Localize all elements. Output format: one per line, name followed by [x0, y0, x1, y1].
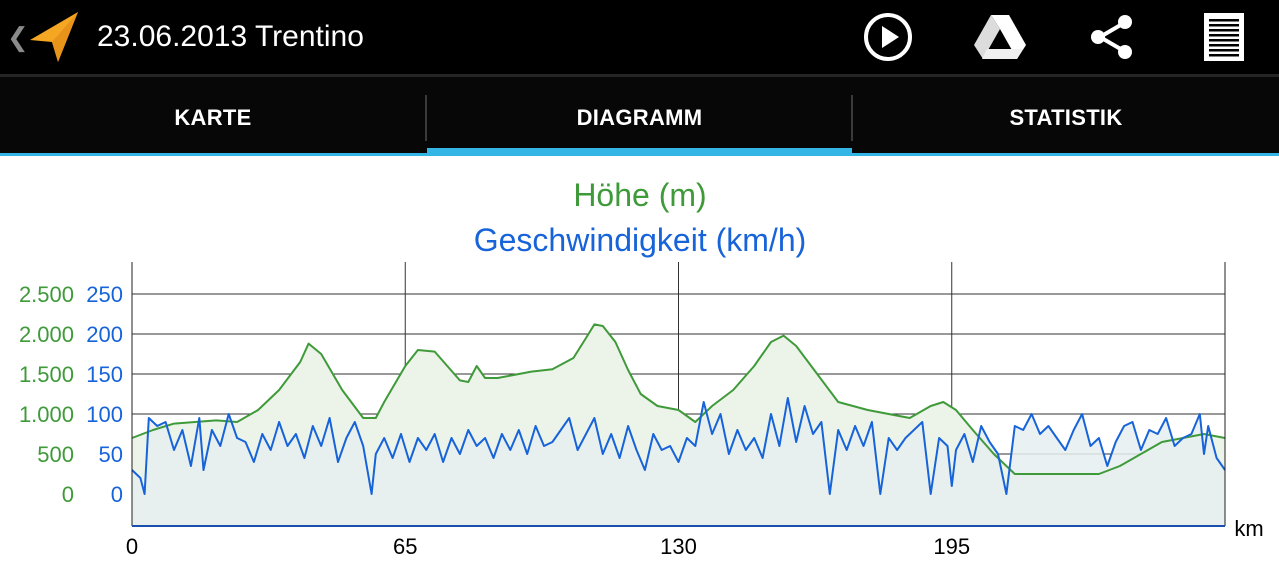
y-left-tick-label: 2.000	[19, 322, 74, 347]
chart-subtitle: Geschwindigkeit (km/h)	[474, 222, 807, 258]
tab-statistik[interactable]: STATISTIK	[1009, 105, 1123, 130]
x-axis-unit-label: km	[1234, 516, 1263, 541]
series-line-speed	[131, 397, 1226, 495]
google-drive-icon	[974, 15, 1026, 59]
x-tick-label: 0	[126, 534, 138, 559]
elevation-speed-chart[interactable]: Höhe (m) Geschwindigkeit (km/h) 05001.00…	[0, 156, 1279, 562]
tab-bar: KARTE DIAGRAMM STATISTIK	[0, 74, 1279, 156]
series-line-elevation	[131, 323, 1226, 475]
x-tick-label: 65	[393, 534, 417, 559]
tab-divider	[851, 95, 853, 141]
y-right-tick-label: 100	[86, 402, 123, 427]
share-icon	[1091, 15, 1132, 59]
x-tick-label: 195	[933, 534, 970, 559]
navigation-arrow-icon[interactable]	[28, 10, 80, 64]
share-button[interactable]	[1084, 10, 1140, 64]
y-right-tick-label: 150	[86, 362, 123, 387]
menu-button[interactable]	[1196, 10, 1252, 64]
y-left-tick-label: 1.000	[19, 402, 74, 427]
action-bar: ❮ 23.06.2013 Trentino	[0, 0, 1279, 74]
y-left-tick-label: 2.500	[19, 282, 74, 307]
chart-title: Höhe (m)	[573, 177, 706, 213]
selected-tab-indicator	[427, 148, 852, 156]
play-circle-icon	[864, 13, 912, 61]
x-tick-label: 130	[660, 534, 697, 559]
page-title: 23.06.2013 Trentino	[97, 20, 364, 53]
tab-diagramm[interactable]: DIAGRAMM	[576, 105, 703, 130]
tab-karte[interactable]: KARTE	[174, 105, 252, 130]
list-menu-icon	[1204, 13, 1244, 61]
tab-divider	[425, 95, 427, 141]
y-right-tick-label: 0	[111, 482, 123, 507]
y-left-tick-label: 0	[62, 482, 74, 507]
y-right-tick-label: 250	[86, 282, 123, 307]
y-right-tick-label: 50	[99, 442, 123, 467]
google-drive-button[interactable]	[972, 10, 1028, 64]
y-right-tick-label: 200	[86, 322, 123, 347]
play-button[interactable]	[860, 10, 916, 64]
y-left-tick-label: 1.500	[19, 362, 74, 387]
chevron-left-icon[interactable]: ❮	[7, 22, 29, 52]
y-left-tick-label: 500	[37, 442, 74, 467]
